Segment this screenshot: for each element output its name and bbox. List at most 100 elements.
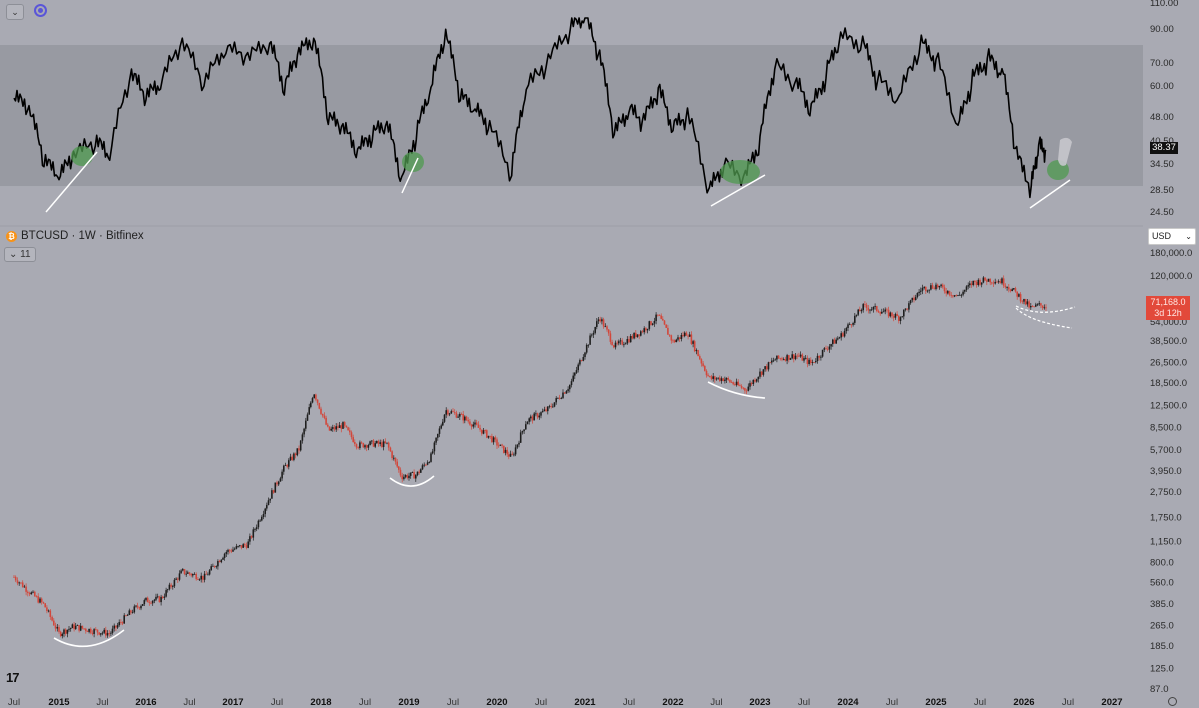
candle-body[interactable] [465, 416, 468, 421]
candle-body[interactable] [173, 579, 176, 587]
candle-body[interactable] [823, 348, 826, 350]
candle-body[interactable] [889, 312, 892, 317]
candle-body[interactable] [876, 306, 878, 311]
candle-body[interactable] [690, 334, 693, 344]
candle-body[interactable] [180, 570, 182, 574]
candle-body[interactable] [469, 421, 471, 425]
candle-body[interactable] [678, 337, 681, 339]
candle-body[interactable] [813, 362, 815, 363]
candle-body[interactable] [555, 398, 557, 403]
candle-body[interactable] [125, 615, 127, 617]
candle-body[interactable] [611, 341, 613, 346]
candle-body[interactable] [437, 433, 439, 438]
candle-body[interactable] [947, 290, 949, 294]
candle-body[interactable] [267, 500, 270, 505]
candle-body[interactable] [130, 610, 132, 613]
candle-body[interactable] [624, 343, 627, 345]
candle-body[interactable] [999, 281, 1002, 284]
candle-body[interactable] [550, 406, 552, 407]
candle-body[interactable] [316, 399, 319, 403]
candle-body[interactable] [266, 505, 268, 509]
candle-body[interactable] [687, 335, 689, 337]
candle-body[interactable] [377, 441, 380, 444]
candle-body[interactable] [440, 425, 442, 429]
candle-body[interactable] [826, 348, 829, 350]
candle-body[interactable] [197, 579, 199, 580]
candle-body[interactable] [247, 541, 249, 548]
candle-body[interactable] [950, 294, 952, 296]
candle-body[interactable] [178, 573, 181, 580]
candle-body[interactable] [651, 323, 654, 325]
candle-body[interactable] [521, 431, 524, 433]
candle-body[interactable] [867, 307, 870, 311]
candle-body[interactable] [308, 407, 310, 415]
candle-body[interactable] [567, 389, 569, 392]
candle-body[interactable] [596, 321, 598, 327]
candle-body[interactable] [1009, 289, 1012, 292]
candle-body[interactable] [663, 320, 666, 325]
candle-body[interactable] [222, 557, 224, 560]
candle-body[interactable] [42, 602, 45, 604]
candle-body[interactable] [59, 631, 62, 636]
candle-body[interactable] [789, 358, 792, 360]
candle-body[interactable] [830, 344, 832, 347]
candle-body[interactable] [677, 337, 679, 340]
candle-body[interactable] [259, 520, 261, 522]
candle-body[interactable] [635, 332, 637, 337]
candle-body[interactable] [786, 355, 788, 361]
candle-body[interactable] [744, 388, 746, 391]
candle-body[interactable] [734, 384, 736, 385]
candle-body[interactable] [140, 605, 142, 609]
candle-body[interactable] [35, 596, 38, 598]
candle-body[interactable] [235, 546, 238, 549]
candle-body[interactable] [543, 409, 546, 412]
candle-body[interactable] [362, 443, 365, 448]
candle-body[interactable] [747, 386, 750, 391]
candle-body[interactable] [218, 561, 221, 563]
candle-body[interactable] [138, 607, 141, 609]
candle-body[interactable] [712, 376, 714, 379]
candle-body[interactable] [433, 442, 436, 452]
candle-body[interactable] [732, 382, 734, 385]
candle-body[interactable] [166, 589, 169, 591]
candle-body[interactable] [815, 361, 817, 363]
candle-body[interactable] [438, 428, 441, 434]
candle-body[interactable] [484, 430, 486, 431]
candle-body[interactable] [719, 377, 721, 381]
candle-body[interactable] [1008, 287, 1010, 290]
candle-body[interactable] [631, 336, 634, 339]
candle-body[interactable] [79, 625, 82, 631]
candle-body[interactable] [486, 430, 488, 438]
candle-body[interactable] [44, 603, 46, 608]
candle-body[interactable] [569, 385, 571, 390]
candle-body[interactable] [244, 544, 246, 546]
candle-body[interactable] [215, 566, 218, 568]
candle-body[interactable] [143, 600, 146, 605]
candle-body[interactable] [821, 349, 824, 357]
candle-body[interactable] [187, 572, 189, 574]
candle-body[interactable] [249, 536, 251, 542]
candle-body[interactable] [906, 308, 908, 310]
candle-body[interactable] [501, 444, 503, 446]
candle-body[interactable] [940, 284, 942, 286]
candle-body[interactable] [479, 427, 481, 430]
candle-body[interactable] [796, 355, 798, 357]
rsi-panel[interactable] [0, 17, 1143, 227]
candle-body[interactable] [882, 311, 885, 313]
candle-body[interactable] [864, 304, 866, 305]
candle-body[interactable] [1033, 306, 1035, 308]
candle-body[interactable] [641, 331, 644, 333]
candle-body[interactable] [857, 309, 859, 315]
candle-body[interactable] [519, 432, 522, 443]
candle-body[interactable] [970, 283, 973, 285]
candle-body[interactable] [898, 316, 900, 321]
candle-body[interactable] [293, 453, 295, 460]
candle-body[interactable] [384, 441, 387, 444]
candle-body[interactable] [398, 466, 400, 470]
candle-body[interactable] [591, 334, 593, 336]
candle-body[interactable] [408, 475, 410, 479]
candle-body[interactable] [657, 314, 659, 316]
candle-body[interactable] [455, 412, 458, 418]
candle-body[interactable] [752, 379, 755, 384]
candle-body[interactable] [54, 625, 57, 629]
